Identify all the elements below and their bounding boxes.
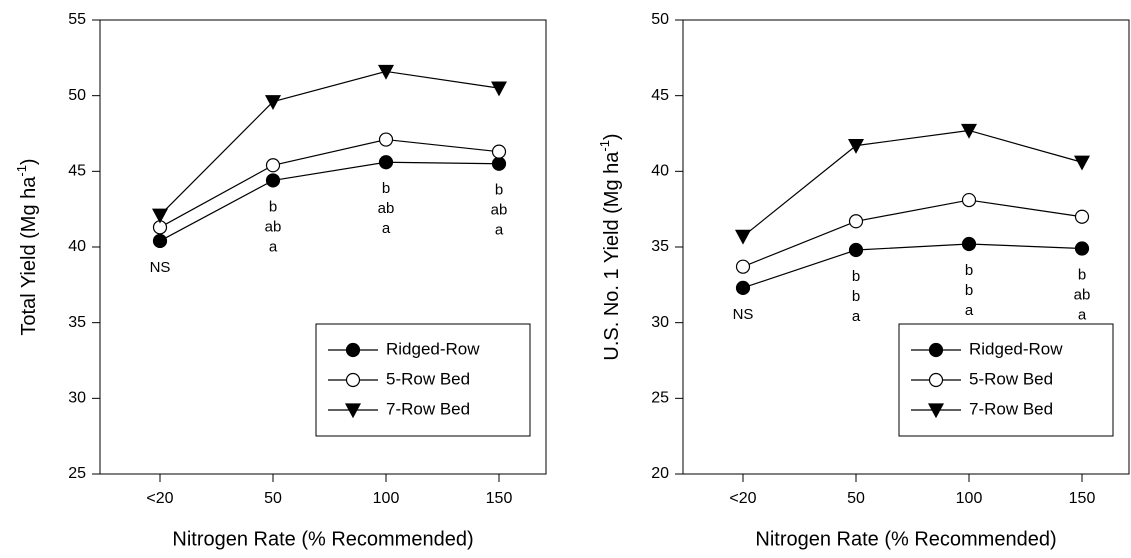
annotation: b [852,288,860,305]
y-tick-label: 45 [651,87,669,104]
x-tick-label: 50 [264,490,282,507]
annotation: a [1078,306,1087,323]
y-tick-label: 25 [68,465,86,482]
marker [734,229,752,245]
y-axis-label-part: Total Yield (Mg ha [18,176,40,336]
y-tick-label: 35 [68,314,86,331]
marker [1074,209,1090,224]
legend-label: 7-Row Bed [969,399,1053,418]
y-tick-label: 40 [651,163,669,180]
annotation: ab [265,218,282,235]
series-line [159,161,500,242]
x-axis-label: Nitrogen Rate (% Recommended) [755,528,1056,550]
marker [1073,155,1091,171]
legend-label: 5-Row Bed [386,369,470,388]
marker [377,64,395,80]
series-line [742,199,1083,268]
legend-label: 7-Row Bed [386,399,470,418]
y-axis-label-part: -1 [597,140,612,152]
y-axis-label-part: -1 [14,165,29,177]
legend-label: Ridged-Row [386,339,480,358]
y-tick-label: 25 [651,390,669,407]
y-axis-label-part: U.S. No. 1 Yield (Mg ha [601,151,623,361]
y-axis-label-part: ) [601,133,623,140]
x-tick-label: 150 [486,490,513,507]
legend-label: Ridged-Row [969,339,1063,358]
marker [735,280,751,295]
y-axis-label-part: ) [18,158,40,165]
annotation: b [965,282,973,299]
marker [378,155,394,170]
annotation: NS [733,306,754,323]
y-tick-label: 50 [651,11,669,28]
annotation: a [495,222,504,239]
annotation: b [852,268,860,285]
series-line [742,129,1083,237]
marker [960,123,978,139]
marker [152,233,168,249]
series-line [159,138,500,228]
y-tick-label: 30 [68,390,86,407]
marker [265,158,281,173]
marker [927,403,945,419]
annotation: a [269,238,278,255]
marker [378,132,394,147]
annotation: b [269,198,277,215]
annotation: ab [378,200,395,217]
annotation: b [495,182,503,199]
marker [490,81,508,97]
y-axis-label: Total Yield (Mg ha-1) [14,158,40,335]
marker [848,242,864,258]
y-tick-label: 30 [651,314,669,331]
annotation: a [965,302,974,319]
marker [491,156,507,171]
y-tick-label: 55 [68,11,86,28]
annotation: ab [1074,286,1091,303]
marker [344,403,362,419]
annotation: b [382,180,390,197]
marker [345,342,361,358]
marker [848,214,864,229]
marker [265,173,281,188]
annotation: b [965,262,973,279]
y-tick-label: 20 [651,465,669,482]
marker [735,259,751,274]
marker [491,144,507,159]
annotation: a [852,308,861,325]
x-tick-label: <20 [146,490,173,507]
series-line [742,243,1083,289]
y-tick-label: 50 [68,87,86,104]
marker [151,208,169,224]
annotation: NS [150,259,171,276]
annotation: b [1078,266,1086,283]
marker [1074,241,1090,256]
marker [847,139,865,154]
y-tick-label: 45 [68,163,86,180]
y-tick-label: 35 [651,238,669,255]
chart: 25 30 35 40 45 50 55 <20 50 100 150 Nitrogen Rate (… [14,11,547,550]
annotation: ab [491,202,508,219]
legend-label: 5-Row Bed [969,369,1053,388]
marker [961,236,977,252]
y-tick-label: 40 [68,238,86,255]
x-tick-label: 150 [1069,490,1096,507]
marker [345,372,361,388]
series-line [159,70,500,216]
x-tick-label: 100 [373,490,400,507]
annotation: a [382,220,391,237]
marker [928,342,944,358]
y-axis-label: U.S. No. 1 Yield (Mg ha-1) [597,133,623,360]
chart: 20 25 30 35 40 45 50 <20 50 100 150 Nitrogen Rate (… [597,11,1130,550]
marker [961,192,977,208]
x-tick-label: 100 [956,490,983,507]
marker [928,372,944,388]
x-tick-label: <20 [729,490,756,507]
marker [264,95,282,110]
x-axis-label: Nitrogen Rate (% Recommended) [172,528,473,550]
x-tick-label: 50 [847,490,865,507]
